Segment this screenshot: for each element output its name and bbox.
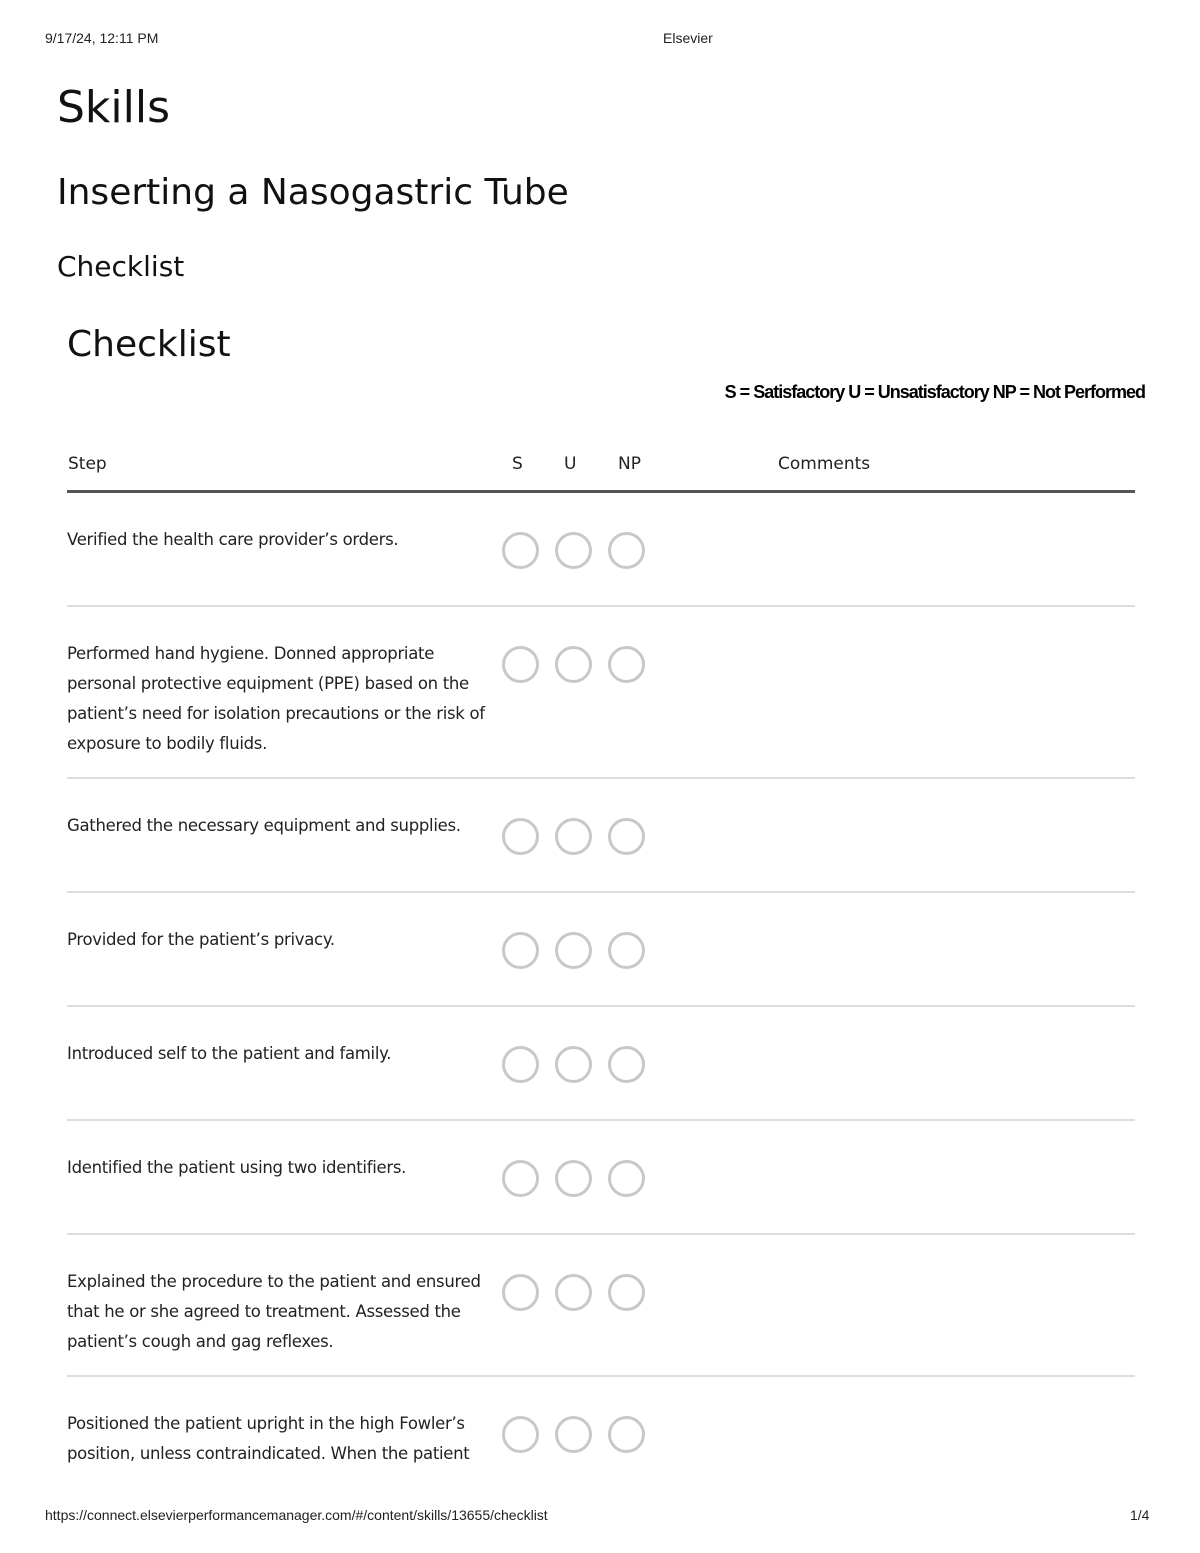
radio-np[interactable]: [608, 1046, 645, 1083]
table-row: Introduced self to the patient and famil…: [67, 1007, 1135, 1121]
rating-group: [502, 932, 645, 969]
print-site-title: Elsevier: [663, 30, 713, 46]
column-s: S: [512, 454, 523, 474]
step-text: Verified the health care provider’s orde…: [67, 530, 399, 549]
print-page-number: 1/4: [1130, 1507, 1150, 1523]
radio-np[interactable]: [608, 1160, 645, 1197]
step-text: Positioned the patient upright in the hi…: [67, 1414, 470, 1475]
radio-np[interactable]: [608, 532, 645, 569]
radio-u[interactable]: [555, 1416, 592, 1453]
step-text: Explained the procedure to the patient a…: [67, 1272, 481, 1351]
radio-u[interactable]: [555, 646, 592, 683]
radio-s[interactable]: [502, 1046, 539, 1083]
table-header: Step S U NP Comments: [67, 450, 1135, 493]
radio-np[interactable]: [608, 932, 645, 969]
table-row: Positioned the patient upright in the hi…: [67, 1377, 1135, 1475]
rating-group: [502, 1046, 645, 1083]
tab-checklist[interactable]: Checklist: [57, 250, 185, 283]
rating-group: [502, 532, 645, 569]
rating-group: [502, 1416, 645, 1453]
radio-np[interactable]: [608, 818, 645, 855]
radio-s[interactable]: [502, 646, 539, 683]
radio-u[interactable]: [555, 1046, 592, 1083]
radio-u[interactable]: [555, 818, 592, 855]
column-comments: Comments: [778, 454, 871, 474]
section-title: Skills: [57, 82, 171, 133]
table-row: Gathered the necessary equipment and sup…: [67, 779, 1135, 893]
radio-s[interactable]: [502, 532, 539, 569]
rating-group: [502, 646, 645, 683]
radio-u[interactable]: [555, 1274, 592, 1311]
print-datetime: 9/17/24, 12:11 PM: [45, 30, 159, 46]
step-text: Performed hand hygiene. Donned appropria…: [67, 644, 485, 753]
radio-s[interactable]: [502, 1274, 539, 1311]
print-url: https://connect.elsevierperformancemanag…: [45, 1507, 548, 1523]
rating-legend: S = Satisfactory U = Unsatisfactory NP =…: [724, 382, 1146, 402]
radio-s[interactable]: [502, 1160, 539, 1197]
step-text: Provided for the patient’s privacy.: [67, 930, 335, 949]
table-row: Identified the patient using two identif…: [67, 1121, 1135, 1235]
radio-np[interactable]: [608, 646, 645, 683]
table-row: Explained the procedure to the patient a…: [67, 1235, 1135, 1377]
radio-u[interactable]: [555, 1160, 592, 1197]
rating-group: [502, 1160, 645, 1197]
radio-np[interactable]: [608, 1274, 645, 1311]
table-row: Provided for the patient’s privacy.: [67, 893, 1135, 1007]
step-text: Introduced self to the patient and famil…: [67, 1044, 392, 1063]
checklist-heading: Checklist: [67, 324, 231, 365]
radio-s[interactable]: [502, 1416, 539, 1453]
column-np: NP: [618, 454, 641, 474]
rating-group: [502, 818, 645, 855]
radio-s[interactable]: [502, 818, 539, 855]
radio-u[interactable]: [555, 932, 592, 969]
column-u: U: [564, 454, 577, 474]
step-text: Gathered the necessary equipment and sup…: [67, 816, 461, 835]
table-row: Verified the health care provider’s orde…: [67, 493, 1135, 607]
rating-group: [502, 1274, 645, 1311]
column-step: Step: [68, 454, 107, 474]
radio-np[interactable]: [608, 1416, 645, 1453]
radio-s[interactable]: [502, 932, 539, 969]
radio-u[interactable]: [555, 532, 592, 569]
table-row: Performed hand hygiene. Donned appropria…: [67, 607, 1135, 779]
skill-title: Inserting a Nasogastric Tube: [57, 172, 569, 213]
step-text: Identified the patient using two identif…: [67, 1158, 407, 1177]
checklist-table: Verified the health care provider’s orde…: [67, 493, 1135, 1475]
